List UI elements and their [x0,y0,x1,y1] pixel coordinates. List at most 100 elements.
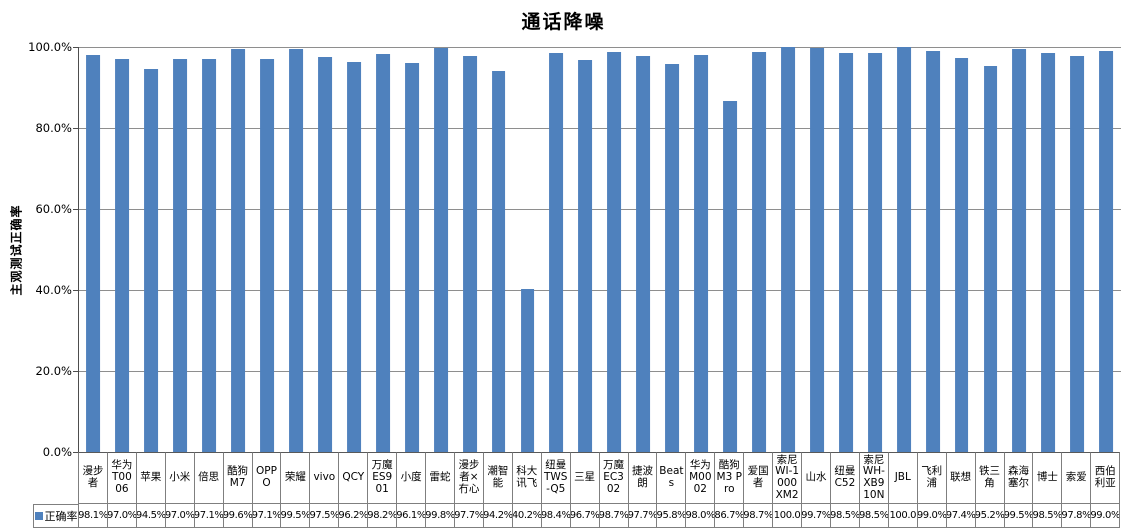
bar-酷狗M3 Pro [723,100,738,452]
value-cell: 98.0% [685,504,715,528]
value-cell: 98.5% [829,504,859,528]
value-cell: 99.0% [1090,504,1121,528]
bar-漫步者×冇心 [462,56,477,452]
category-cell: 西伯利亚 [1090,452,1121,504]
bar-slot [918,47,947,452]
bar-纽曼C52 [838,53,853,452]
y-axis-title: 主观测试正确率 [9,204,24,296]
value-cell: 99.0% [916,504,946,528]
bar-华为M0002 [694,55,709,452]
bar-科大讯飞 [520,289,535,452]
category-cell: 铁三角 [974,452,1004,504]
value-cell: 97.7% [627,504,657,528]
bar-slot [831,47,860,452]
category-cell: 纽曼C52 [829,452,859,504]
value-cell: 98.5% [858,504,888,528]
category-cell: 苹果 [135,452,165,504]
category-cell: 万魔ES901 [367,452,397,504]
value-cell: 96.2% [338,504,368,528]
bar-飞利浦 [925,51,940,452]
bar-slot [1005,47,1034,452]
bar-倍思 [202,58,217,452]
category-cell: vivo [309,452,339,504]
value-cell: 98.5% [1032,504,1062,528]
bar-slot [1092,47,1121,452]
value-cell: 96.1% [396,504,426,528]
bar-slot [339,47,368,452]
y-tick-mark [73,371,78,372]
bar-漫步者 [86,54,101,452]
value-cell: 97.4% [945,504,975,528]
value-cell: 86.7% [714,504,744,528]
bar-slot [687,47,716,452]
category-cell: 山水 [801,452,830,504]
category-cell: 倍思 [193,452,223,504]
bar-铁三角 [983,66,998,452]
gridline [79,371,1121,372]
category-cell: 科大讯飞 [511,452,541,504]
category-cell: 荣耀 [280,452,310,504]
bar-雷蛇 [433,47,448,452]
bar-纽曼TWS-Q5 [549,53,564,452]
bar-slot [1063,47,1092,452]
value-cell: 94.2% [482,504,512,528]
category-cell: Beats [656,452,686,504]
bar-slot [282,47,311,452]
bar-slot [195,47,224,452]
value-cell: 97.5% [309,504,339,528]
gridline [79,128,1121,129]
bar-小米 [173,59,188,452]
bar-slot [166,47,195,452]
category-cell: 华为M0002 [685,452,715,504]
category-cell: 索尼WH-XB910N [858,452,888,504]
y-tick-label: 40.0% [35,283,72,297]
y-tick-label: 20.0% [35,364,72,378]
legend-swatch-icon [34,512,43,520]
bar-索爱 [1070,55,1085,452]
category-cell: 索爱 [1061,452,1091,504]
bar-slot [600,47,629,452]
bar-酷狗M7 [231,48,246,452]
category-row: 漫步者 华为T0006 苹果 小米 倍思 酷狗M7 OPPO 荣耀 vivo QCY 万魔ES901… [78,452,1121,504]
y-tick-label: 100.0% [28,40,72,54]
bar-slot [224,47,253,452]
value-cell: 97.0% [164,504,194,528]
value-cell: 95.2% [974,504,1004,528]
bar-slot [397,47,426,452]
bar-slot [484,47,513,452]
category-cell: 纽曼TWS-Q5 [540,452,570,504]
category-cell: OPPO [251,452,281,504]
bar-slot [311,47,340,452]
bar-博士 [1041,53,1056,452]
bar-slot [571,47,600,452]
bar-西伯利亚 [1099,51,1114,452]
bar-slot [860,47,889,452]
y-tick-mark [73,47,78,48]
category-cell: 小度 [396,452,426,504]
y-tick-mark [73,209,78,210]
category-cell: 小米 [164,452,194,504]
category-cell: 华为T0006 [106,452,136,504]
bar-OPPO [260,58,275,452]
value-cell: 98.1% [78,504,107,528]
value-cell: 95.8% [656,504,686,528]
category-cell: 飞利浦 [916,452,946,504]
bar-slot [455,47,484,452]
bar-slot [513,47,542,452]
y-tick-mark [73,452,78,453]
bar-JBL [896,47,911,452]
y-tick-label: 0.0% [42,445,72,459]
plot-area [78,47,1121,452]
category-cell: 雷蛇 [425,452,454,504]
category-cell: 森海塞尔 [1003,452,1033,504]
value-cell: 96.7% [569,504,599,528]
bar-索尼WH-XB910N [867,53,882,452]
category-cell: 爱国者 [743,452,773,504]
gridline [79,47,1121,48]
bar-slot [79,47,108,452]
y-tick-mark [73,128,78,129]
bar-slot [108,47,137,452]
y-tick-label: 80.0% [35,121,72,135]
bar-Beats [665,64,680,452]
